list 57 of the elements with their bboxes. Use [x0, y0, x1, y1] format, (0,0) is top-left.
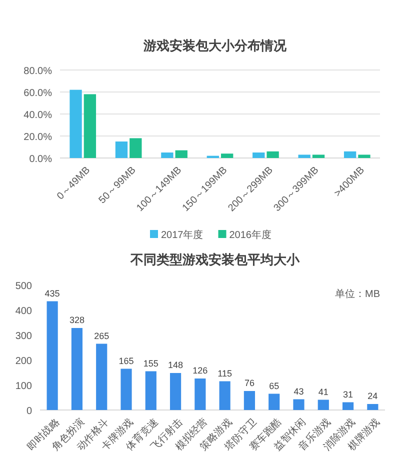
bar	[268, 394, 280, 410]
bar	[367, 404, 378, 410]
legend-label: 2016年度	[229, 229, 272, 241]
bar	[293, 399, 304, 410]
y-tick-label: 400	[15, 306, 32, 317]
data-label: 328	[69, 315, 84, 325]
data-label: 115	[218, 368, 232, 378]
bar	[161, 152, 174, 158]
data-label: 148	[168, 360, 184, 370]
chart-title: 不同类型游戏安装包平均大小	[130, 252, 300, 267]
data-label: 165	[118, 356, 134, 366]
y-tick-label: 60.0%	[24, 88, 52, 99]
y-tick-label: 0.0%	[29, 154, 52, 165]
y-tick-label: 500	[15, 281, 32, 292]
bar	[342, 402, 354, 410]
bar	[344, 151, 356, 158]
bar	[221, 154, 234, 158]
bar	[115, 142, 128, 158]
bar	[194, 378, 206, 410]
bar	[70, 90, 82, 158]
y-tick-label: 20.0%	[24, 132, 52, 143]
bar	[130, 138, 142, 158]
bar	[120, 368, 132, 410]
y-tick-label: 40.0%	[24, 110, 52, 121]
data-label: 31	[343, 389, 354, 400]
data-label: 41	[318, 386, 328, 397]
data-label: 265	[94, 330, 110, 341]
bar	[312, 154, 325, 158]
bar	[145, 371, 156, 410]
data-label: 43	[294, 386, 304, 396]
bar	[46, 301, 58, 410]
data-label: 435	[44, 288, 60, 298]
data-label: 24	[368, 391, 378, 401]
bar	[298, 154, 310, 158]
data-label: 126	[192, 366, 208, 376]
bar	[266, 151, 279, 158]
chart-title: 游戏安装包大小分布情况	[142, 38, 288, 53]
y-tick-label: 100	[15, 381, 32, 392]
bar	[170, 373, 182, 410]
legend-label: 2017年度	[161, 229, 204, 241]
y-tick-label: 80.0%	[24, 66, 52, 77]
y-tick-label: 200	[15, 356, 32, 367]
data-label: 76	[244, 378, 254, 388]
bar	[96, 344, 108, 410]
bar	[175, 150, 188, 158]
bar	[252, 152, 265, 158]
bar	[84, 94, 96, 158]
bar	[219, 381, 230, 410]
data-label: 65	[269, 380, 280, 391]
y-tick-label: 300	[15, 331, 32, 342]
bar	[244, 391, 256, 410]
bar	[71, 328, 83, 410]
bar	[318, 400, 329, 410]
y-tick-label: 0	[26, 406, 32, 417]
data-label: 155	[143, 358, 158, 368]
annotation: 单位：MB	[335, 288, 380, 300]
bar	[358, 154, 370, 158]
